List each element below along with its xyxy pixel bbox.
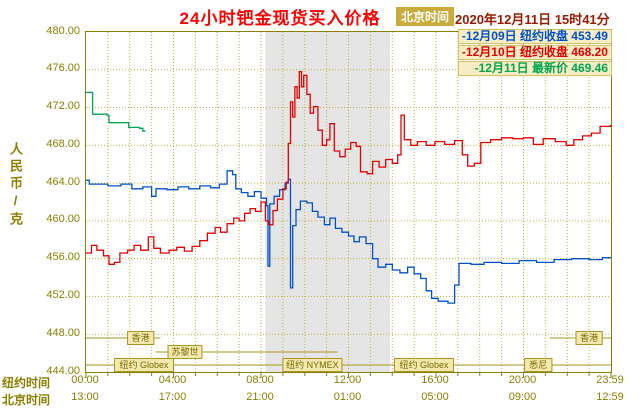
legend-item: -12月10日 纽约收盘 468.20	[457, 45, 612, 60]
plot-area: 香港 苏黎世 纽约 Globex 纽约 NYMEX 纽约 Globex 悉尼 香港	[85, 31, 612, 378]
y-axis-tick: 464.00	[46, 175, 80, 188]
y-axis-tick: 452.00	[46, 288, 80, 301]
session-label-box	[127, 331, 155, 345]
x-axis-tick: 12:00	[333, 374, 362, 386]
price-line-12月09日 纽约收盘	[86, 170, 611, 304]
page-title: 24小时钯金现货买入价格	[179, 9, 381, 28]
x-axis-tick: 21:00	[246, 391, 274, 403]
x-axis-tick: 17:00	[158, 391, 187, 403]
session-label: 香港	[580, 332, 598, 343]
beijing-time-label: 北京时间	[396, 7, 455, 26]
y-axis-tick: 480.00	[46, 24, 80, 37]
session-label: 香港	[132, 332, 150, 343]
x-axis-tick: 00:00	[71, 374, 99, 386]
y-axis-tick: 444.00	[46, 364, 80, 377]
price-line-12月11日 最新价	[86, 91, 146, 132]
legend-item: -12月09日 纽约收盘 453.49	[457, 29, 612, 44]
session-label: 纽约 NYMEX	[286, 359, 339, 370]
x-axis-tick: 04:00	[158, 374, 187, 386]
x-axis-tick: 23:59	[596, 374, 624, 386]
session-label-box	[282, 358, 343, 372]
y-axis-title: 人民币/克	[8, 142, 23, 229]
legend: -12月09日 纽约收盘 453.49 -12月10日 纽约收盘 468.20 -1…	[457, 29, 612, 77]
legend-item: -12月11日 最新价 469.46	[457, 61, 612, 76]
session-label-box	[575, 331, 603, 345]
y-axis-tick: 476.00	[46, 62, 80, 75]
y-axis-tick: 456.00	[46, 251, 80, 264]
y-axis-tick: 472.00	[46, 100, 80, 113]
x-axis-tick: 13:00	[71, 391, 99, 403]
x-axis-tick: 20:00	[508, 374, 537, 386]
y-axis-tick: 468.00	[46, 137, 80, 150]
x-axis-row-label-newyork: 纽约时间	[2, 376, 51, 390]
x-axis-tick: 01:00	[333, 391, 362, 403]
x-axis-tick: 09:00	[508, 391, 537, 403]
x-axis-tick: 12:59	[596, 391, 624, 403]
session-label-box	[167, 345, 203, 359]
x-axis-tick: 16:00	[421, 374, 449, 386]
session-label-box	[393, 358, 454, 372]
x-axis-tick: 08:00	[246, 374, 274, 386]
y-axis-tick: 448.00	[46, 326, 80, 339]
session-label: 悉尼	[529, 359, 547, 370]
y-axis-tick: 460.00	[46, 213, 80, 226]
session-label-box	[524, 358, 553, 372]
price-line-12月10日 纽约收盘	[86, 71, 612, 265]
x-axis-row-label-beijing: 北京时间	[2, 393, 51, 407]
session-label: 纽约 Globex	[399, 359, 449, 370]
x-axis-tick: 05:00	[421, 391, 449, 403]
session-label: 苏黎世	[171, 346, 198, 357]
session-highlight-band	[265, 32, 391, 372]
session-label: 纽约 Globex	[119, 359, 169, 370]
session-label-box	[113, 358, 174, 372]
beijing-time-value: 2020年12月11日 15时41分	[455, 12, 610, 27]
